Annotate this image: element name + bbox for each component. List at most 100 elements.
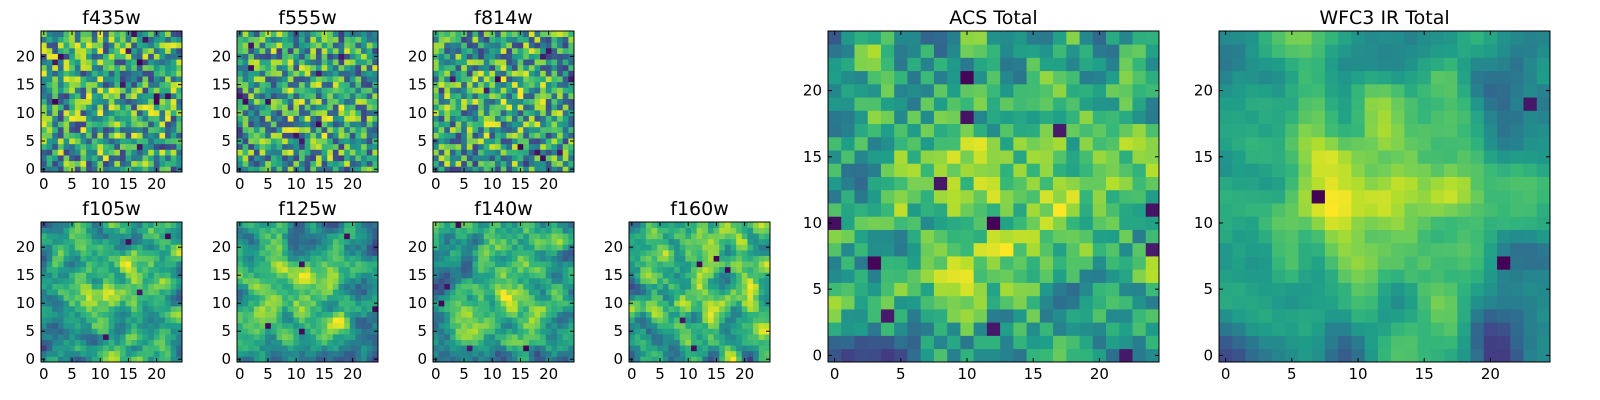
heatmap-cell	[1013, 216, 1027, 230]
heatmap-cell	[506, 334, 513, 340]
heatmap-cell	[91, 143, 98, 150]
heatmap-cell	[713, 278, 720, 284]
heatmap-cell	[355, 138, 362, 145]
heatmap-cell	[332, 272, 339, 279]
heatmap-cell	[495, 149, 502, 156]
heatmap-cell	[461, 126, 468, 133]
heatmap-cell	[253, 64, 260, 71]
heatmap-cell	[259, 261, 266, 268]
heatmap-cell	[894, 189, 908, 204]
heatmap-cell	[540, 115, 547, 122]
heatmap-cell	[1132, 348, 1147, 363]
heatmap-cell	[125, 126, 132, 133]
heatmap-cell	[540, 42, 547, 49]
heatmap-cell	[119, 266, 126, 273]
heatmap-cell	[517, 59, 524, 66]
heatmap-cell	[153, 138, 160, 145]
heatmap-cell	[355, 311, 362, 318]
heatmap-cell	[282, 289, 289, 296]
heatmap-cell	[562, 311, 569, 318]
heatmap-cell	[366, 311, 373, 318]
heatmap-cell	[685, 311, 692, 318]
heatmap-cell	[455, 155, 462, 162]
heatmap-cell	[344, 59, 351, 66]
heatmap-cell	[97, 138, 104, 145]
heatmap-cell	[679, 339, 686, 346]
heatmap-cell	[854, 309, 869, 323]
heatmap-cell	[466, 283, 473, 290]
heatmap-cell	[361, 104, 368, 111]
heatmap-cell	[131, 126, 138, 133]
heatmap-cell	[920, 295, 935, 310]
heatmap-cell	[74, 104, 81, 111]
heatmap-cell	[557, 272, 564, 279]
heatmap-cell	[629, 227, 635, 234]
heatmap-cell	[1053, 256, 1067, 270]
heatmap-cell	[668, 278, 675, 284]
heatmap-cell	[1145, 309, 1160, 323]
heatmap-cell	[907, 348, 922, 363]
heatmap-cell	[108, 64, 115, 71]
heatmap-cell	[640, 272, 647, 279]
heatmap-cell	[57, 356, 64, 363]
heatmap-cell	[960, 256, 974, 270]
heatmap-cell	[736, 266, 743, 273]
heatmap-cell	[304, 31, 311, 37]
heatmap-cell	[674, 311, 681, 318]
heatmap-cell	[142, 81, 149, 88]
heatmap-cell	[355, 115, 362, 122]
heatmap-cell	[741, 306, 748, 312]
heatmap-cell	[753, 311, 760, 318]
heatmap-cell	[489, 250, 496, 256]
heatmap-cell	[736, 250, 743, 256]
heatmap-cell	[259, 36, 266, 43]
heatmap-cell	[1145, 269, 1160, 283]
heatmap-cell	[259, 104, 266, 111]
heatmap-cell	[668, 272, 675, 279]
heatmap-cell	[46, 143, 53, 150]
heatmap-cell	[46, 98, 53, 105]
heatmap-cell	[86, 31, 93, 37]
heatmap-cell	[69, 76, 76, 83]
heatmap-cell	[557, 345, 564, 352]
heatmap-cell	[276, 98, 283, 105]
heatmap-cell	[142, 87, 149, 94]
heatmap-cell	[511, 42, 518, 49]
heatmap-cell	[91, 266, 98, 273]
heatmap-cell	[506, 322, 513, 329]
heatmap-cell	[634, 317, 641, 324]
heatmap-cell	[466, 93, 473, 100]
heatmap-cell	[640, 300, 647, 307]
heatmap-cell	[355, 294, 362, 301]
heatmap-cell	[270, 160, 277, 167]
heatmap-cell	[736, 233, 743, 240]
heatmap-cell	[170, 350, 177, 357]
heatmap-cell	[545, 126, 552, 133]
heatmap-cell	[455, 132, 462, 139]
heatmap-cell	[758, 272, 765, 279]
heatmap-cell	[472, 317, 479, 324]
heatmap-cell	[248, 132, 255, 139]
heatmap-cell	[74, 222, 81, 228]
heatmap-cell	[433, 306, 439, 312]
heatmap-cell	[142, 311, 149, 318]
heatmap-cell	[753, 266, 760, 273]
heatmap-cell	[511, 244, 518, 251]
heatmap-cell	[551, 222, 558, 228]
heatmap-cell	[1066, 176, 1080, 191]
heatmap-cell	[960, 176, 974, 191]
heatmap-cell	[153, 121, 160, 128]
heatmap-cell	[265, 289, 272, 296]
heatmap-cell	[557, 238, 564, 245]
heatmap-cell	[242, 53, 249, 60]
heatmap-cell	[489, 350, 496, 357]
heatmap-cell	[854, 216, 869, 230]
heatmap-cell	[165, 334, 172, 340]
heatmap-cell	[562, 81, 569, 88]
heatmap-cell	[304, 155, 311, 162]
heatmap-cell	[242, 250, 249, 256]
heatmap-cell	[528, 345, 535, 352]
heatmap-cell	[165, 238, 172, 245]
heatmap-cell	[136, 64, 143, 71]
heatmap-cell	[97, 334, 104, 340]
